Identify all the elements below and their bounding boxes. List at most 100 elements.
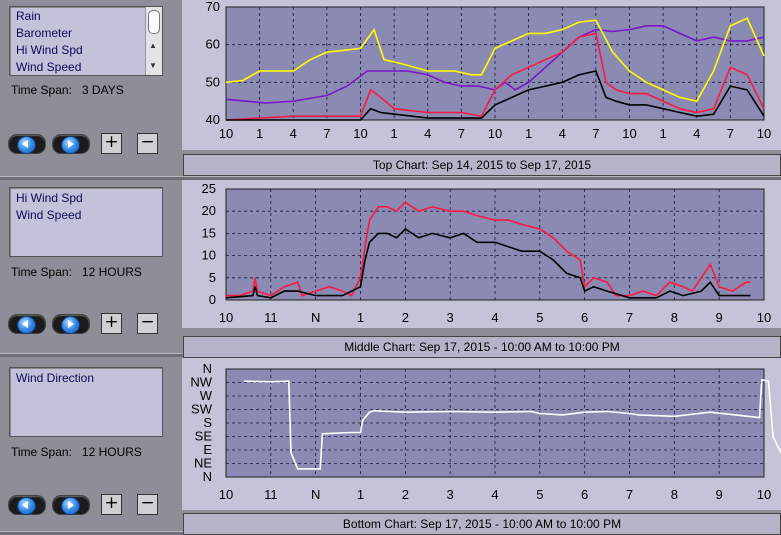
x-tick-label: 4 bbox=[424, 126, 431, 141]
x-tick-label: 5 bbox=[536, 310, 543, 325]
x-tick-label: 7 bbox=[323, 126, 330, 141]
x-tick-label: 4 bbox=[491, 487, 498, 502]
bottom-chart-frame: 10 11 N 1 2 3 4 5 6 7 8 9 10 N NW W SW S SE E NE N bbox=[182, 358, 781, 510]
x-tick-label: N bbox=[311, 487, 320, 502]
zoom-out-button[interactable]: − bbox=[137, 133, 158, 154]
timespan-label: Time Span: bbox=[11, 265, 72, 279]
timespan-label: Time Span: bbox=[11, 445, 72, 459]
x-tick-label: 1 bbox=[525, 126, 532, 141]
y-tick-label: 10 bbox=[202, 248, 216, 263]
middle-chart-label: Middle Chart: Sep 17, 2015 - 10:00 AM to… bbox=[183, 336, 781, 358]
x-tick-label: 1 bbox=[357, 310, 364, 325]
y-tick-label: W bbox=[200, 388, 213, 403]
x-tick-label: N bbox=[311, 310, 320, 325]
middle-chart-frame: 10 11 N 1 2 3 4 5 6 7 8 9 10 0 5 10 15 20 25 bbox=[182, 180, 781, 328]
x-tick-label: 7 bbox=[626, 310, 633, 325]
timespan-value[interactable]: 3 DAYS bbox=[81, 83, 124, 97]
forward-button[interactable] bbox=[52, 314, 90, 334]
scroll-up-icon[interactable]: ▲ bbox=[149, 41, 157, 50]
y-tick-label: SW bbox=[191, 402, 213, 417]
x-tick-label: 10 bbox=[219, 126, 233, 141]
x-tick-label: 10 bbox=[219, 310, 233, 325]
list-item[interactable]: Wind Speed bbox=[16, 60, 82, 74]
list-item[interactable]: Rain bbox=[16, 9, 41, 23]
x-tick-label: 6 bbox=[581, 487, 588, 502]
x-tick-label: 10 bbox=[757, 310, 771, 325]
y-tick-label: SE bbox=[195, 429, 213, 444]
series-line bbox=[225, 17, 765, 103]
x-tick-label: 11 bbox=[264, 310, 278, 325]
x-tick-label: 2 bbox=[402, 310, 409, 325]
y-tick-label: 0 bbox=[209, 292, 216, 307]
y-tick-label: N bbox=[203, 361, 212, 376]
x-tick-label: 4 bbox=[693, 126, 700, 141]
x-tick-label: 10 bbox=[219, 487, 233, 502]
x-tick-label: 1 bbox=[391, 126, 398, 141]
y-tick-label: 40 bbox=[206, 112, 220, 127]
series-line bbox=[225, 32, 765, 121]
list-scrollbar[interactable]: ▲ ▼ bbox=[145, 7, 162, 75]
y-tick-label: E bbox=[203, 442, 212, 457]
x-tick-label: 4 bbox=[559, 126, 566, 141]
y-tick-label: 70 bbox=[206, 0, 220, 14]
y-tick-label: 50 bbox=[206, 74, 220, 89]
x-tick-label: 10 bbox=[488, 126, 502, 141]
x-tick-label: 5 bbox=[536, 487, 543, 502]
timespan-value[interactable]: 12 HOURS bbox=[81, 265, 142, 279]
list-item[interactable]: Wind Direction bbox=[16, 371, 95, 385]
top-chart-frame: 10 1 4 7 10 1 4 7 10 1 4 7 10 1 4 7 10 40 50 60 70 bbox=[182, 0, 781, 150]
zoom-in-button[interactable]: + bbox=[101, 313, 122, 334]
series-line bbox=[243, 378, 781, 470]
forward-button[interactable] bbox=[52, 134, 90, 154]
x-tick-label: 10 bbox=[757, 126, 771, 141]
series-line bbox=[225, 227, 751, 299]
x-tick-label: 1 bbox=[660, 126, 667, 141]
series-list-bottom[interactable]: Wind Direction bbox=[9, 367, 163, 437]
series-list-middle[interactable]: Hi Wind Spd Wind Speed bbox=[9, 187, 163, 257]
x-tick-label: 10 bbox=[757, 487, 771, 502]
series-list-top[interactable]: Rain Barometer Hi Wind Spd Wind Speed ▲ … bbox=[9, 6, 163, 76]
timespan-top: Time Span: 3 DAYS bbox=[11, 83, 124, 97]
x-tick-label: 9 bbox=[716, 310, 723, 325]
list-item[interactable]: Wind Speed bbox=[16, 208, 82, 222]
scroll-down-icon[interactable]: ▼ bbox=[149, 61, 157, 70]
top-chart-label: Top Chart: Sep 14, 2015 to Sep 17, 2015 bbox=[183, 154, 781, 176]
list-item[interactable]: Barometer bbox=[16, 26, 73, 40]
back-button[interactable] bbox=[8, 134, 46, 154]
back-button[interactable] bbox=[8, 314, 46, 334]
scroll-thumb[interactable] bbox=[148, 10, 160, 34]
forward-button[interactable] bbox=[52, 495, 90, 515]
x-tick-label: 8 bbox=[671, 310, 678, 325]
zoom-in-button[interactable]: + bbox=[101, 494, 122, 515]
y-tick-label: NW bbox=[190, 375, 212, 390]
x-tick-label: 8 bbox=[671, 487, 678, 502]
list-item[interactable]: Hi Wind Spd bbox=[16, 43, 83, 57]
x-tick-label: 7 bbox=[592, 126, 599, 141]
x-tick-label: 1 bbox=[357, 487, 364, 502]
x-tick-label: 10 bbox=[622, 126, 636, 141]
y-tick-label: 25 bbox=[202, 181, 216, 196]
x-tick-label: 9 bbox=[716, 487, 723, 502]
series-line bbox=[225, 25, 765, 104]
timespan-value[interactable]: 12 HOURS bbox=[81, 445, 142, 459]
y-tick-label: 20 bbox=[202, 203, 216, 218]
y-tick-label: NE bbox=[194, 456, 212, 471]
back-button[interactable] bbox=[8, 495, 46, 515]
x-tick-label: 3 bbox=[447, 487, 454, 502]
zoom-in-button[interactable]: + bbox=[101, 133, 122, 154]
timespan-middle: Time Span: 12 HOURS bbox=[11, 265, 142, 279]
series-line bbox=[226, 201, 751, 297]
x-tick-label: 7 bbox=[458, 126, 465, 141]
bottom-chart-label: Bottom Chart: Sep 17, 2015 - 10:00 AM to… bbox=[183, 513, 781, 535]
zoom-out-button[interactable]: − bbox=[137, 313, 158, 334]
x-tick-label: 4 bbox=[491, 310, 498, 325]
zoom-out-button[interactable]: − bbox=[137, 494, 158, 515]
series-line bbox=[226, 70, 765, 121]
y-tick-label: 15 bbox=[202, 225, 216, 240]
y-tick-label: 60 bbox=[206, 37, 220, 52]
list-item[interactable]: Hi Wind Spd bbox=[16, 191, 83, 205]
timespan-label: Time Span: bbox=[11, 83, 72, 97]
